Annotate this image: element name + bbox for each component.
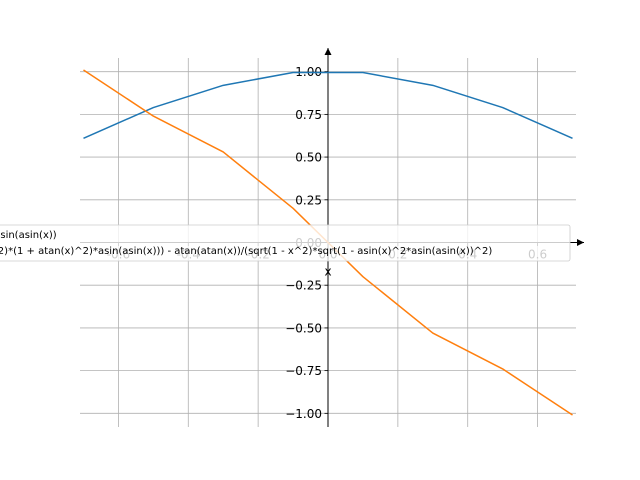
legend: sin(asin(asin(x)) -(x^2)*(1 + atan(x)^2)*… bbox=[0, 224, 571, 262]
series-line-1 bbox=[83, 71, 573, 139]
y-tick-label: −0.50 bbox=[285, 321, 322, 335]
legend-box bbox=[0, 224, 571, 262]
y-tick-label: −0.75 bbox=[285, 364, 322, 378]
legend-label-2: -(x^2)*(1 + atan(x)^2)*asin(asin(x))) - … bbox=[0, 246, 492, 257]
y-tick-label: 0.75 bbox=[295, 108, 322, 122]
y-axis-arrow bbox=[324, 48, 332, 55]
legend-label-1: sin(asin(asin(x)) bbox=[0, 230, 57, 241]
y-tick-label: 0.50 bbox=[295, 151, 322, 165]
y-tick-label: 0.25 bbox=[295, 193, 322, 207]
y-tick-label: −1.00 bbox=[285, 407, 322, 421]
x-axis-arrow bbox=[577, 239, 584, 246]
x-axis-label: x bbox=[324, 265, 331, 279]
y-tick-label: −0.25 bbox=[285, 279, 322, 293]
